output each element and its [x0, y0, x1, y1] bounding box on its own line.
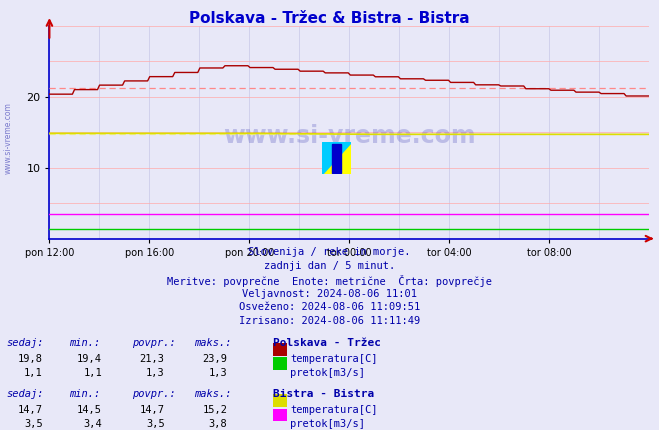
Text: maks.:: maks.: — [194, 389, 232, 399]
Text: 21,3: 21,3 — [140, 354, 165, 364]
Text: 1,1: 1,1 — [24, 368, 43, 378]
Text: sedaj:: sedaj: — [7, 389, 44, 399]
Polygon shape — [322, 142, 351, 174]
Text: Osveženo: 2024-08-06 11:09:51: Osveženo: 2024-08-06 11:09:51 — [239, 302, 420, 312]
Text: 19,4: 19,4 — [77, 354, 102, 364]
Text: povpr.:: povpr.: — [132, 338, 175, 347]
Text: 1,3: 1,3 — [209, 368, 227, 378]
Text: 1,3: 1,3 — [146, 368, 165, 378]
Text: maks.:: maks.: — [194, 338, 232, 347]
Text: Polskava - Tržec: Polskava - Tržec — [273, 338, 382, 347]
Text: 3,8: 3,8 — [209, 419, 227, 429]
Text: pretok[m3/s]: pretok[m3/s] — [290, 368, 365, 378]
Text: 1,1: 1,1 — [84, 368, 102, 378]
Text: 19,8: 19,8 — [18, 354, 43, 364]
Text: min.:: min.: — [69, 389, 100, 399]
Text: Bistra - Bistra: Bistra - Bistra — [273, 389, 375, 399]
Text: Izrisano: 2024-08-06 11:11:49: Izrisano: 2024-08-06 11:11:49 — [239, 316, 420, 326]
Text: 15,2: 15,2 — [202, 405, 227, 415]
Text: Polskava - Tržec & Bistra - Bistra: Polskava - Tržec & Bistra - Bistra — [189, 11, 470, 26]
Text: Veljavnost: 2024-08-06 11:01: Veljavnost: 2024-08-06 11:01 — [242, 289, 417, 298]
Text: 23,9: 23,9 — [202, 354, 227, 364]
Text: Slovenija / reke in morje.: Slovenija / reke in morje. — [248, 247, 411, 257]
Text: www.si-vreme.com: www.si-vreme.com — [3, 101, 13, 174]
Text: 14,7: 14,7 — [18, 405, 43, 415]
Text: 3,5: 3,5 — [146, 419, 165, 429]
Text: povpr.:: povpr.: — [132, 389, 175, 399]
Text: temperatura[C]: temperatura[C] — [290, 354, 378, 364]
Text: 14,5: 14,5 — [77, 405, 102, 415]
Text: sedaj:: sedaj: — [7, 338, 44, 347]
Polygon shape — [322, 142, 351, 174]
Text: pretok[m3/s]: pretok[m3/s] — [290, 419, 365, 429]
Text: temperatura[C]: temperatura[C] — [290, 405, 378, 415]
Text: min.:: min.: — [69, 338, 100, 347]
Polygon shape — [332, 144, 341, 172]
Text: www.si-vreme.com: www.si-vreme.com — [223, 124, 476, 148]
Text: Meritve: povprečne  Enote: metrične  Črta: povprečje: Meritve: povprečne Enote: metrične Črta:… — [167, 275, 492, 287]
Text: 3,4: 3,4 — [84, 419, 102, 429]
Text: zadnji dan / 5 minut.: zadnji dan / 5 minut. — [264, 261, 395, 271]
Text: 3,5: 3,5 — [24, 419, 43, 429]
Text: 14,7: 14,7 — [140, 405, 165, 415]
